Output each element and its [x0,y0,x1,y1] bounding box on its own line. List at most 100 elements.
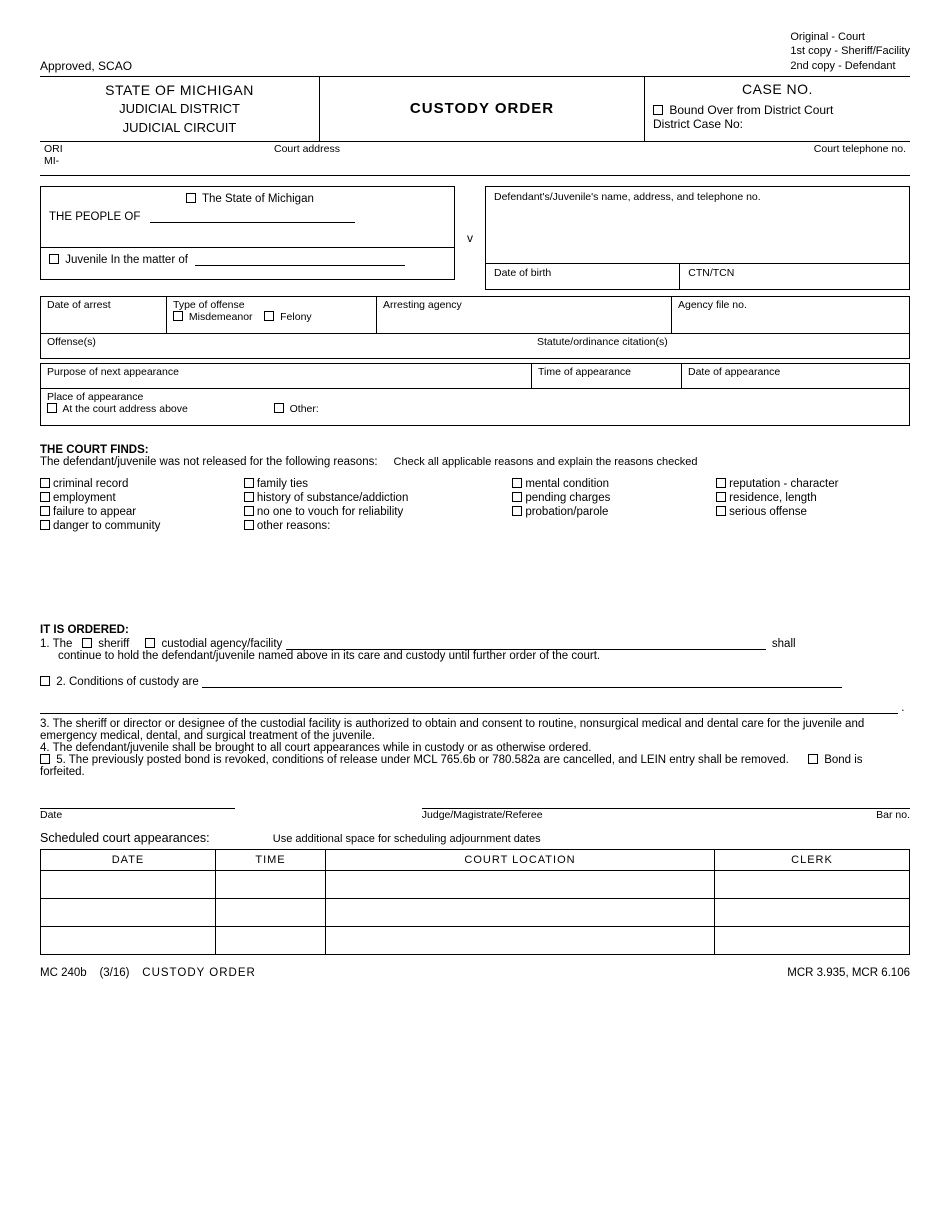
item2-blank2[interactable] [40,703,898,714]
reasons-grid: criminal record employment failure to ap… [40,478,910,534]
footer: MC 240b (3/16) CUSTODY ORDER MCR 3.935, … [40,967,910,979]
date-arrest-label[interactable]: Date of arrest [41,297,166,333]
schedule-section: Scheduled court appearances: Use additio… [40,831,910,955]
history-checkbox[interactable] [244,492,254,502]
district-case-no-label: District Case No: [653,117,902,131]
danger-checkbox[interactable] [40,520,50,530]
arresting-agency-label[interactable]: Arresting agency [376,297,671,333]
criminal-record-label: criminal record [53,478,128,490]
form-number: MC 240b [40,967,87,979]
item2-blank1[interactable] [202,677,842,688]
reputation-checkbox[interactable] [716,478,726,488]
appearance-table: DATE TIME COURT LOCATION CLERK [40,849,910,955]
agency-file-no-label[interactable]: Agency file no. [671,297,909,333]
pending-label: pending charges [525,492,610,504]
reputation-label: reputation - character [729,478,838,490]
state-of-michigan-checkbox[interactable] [186,193,196,203]
people-of-blank[interactable] [150,211,355,223]
sheriff-label: sheriff [98,638,129,650]
state-of-michigan-label: The State of Michigan [202,193,314,205]
col-time: TIME [216,849,326,870]
serious-checkbox[interactable] [716,506,726,516]
history-label: history of substance/addiction [257,492,409,504]
date-appearance-label[interactable]: Date of appearance [681,364,909,388]
bound-over-label: Bound Over from District Court [669,103,833,117]
bound-over-row: Bound Over from District Court [653,103,902,117]
col-date: DATE [41,849,216,870]
form-title: CUSTODY ORDER [320,77,645,141]
place-appearance-label: Place of appearance [47,391,143,403]
address-row: ORI MI- Court address Court telephone no… [40,142,910,176]
mi-label: MI- [44,155,266,167]
at-court-checkbox[interactable] [47,403,57,413]
failure-to-appear-checkbox[interactable] [40,506,50,516]
felony-label: Felony [280,311,312,323]
juvenile-checkbox[interactable] [49,254,59,264]
item1-cont: continue to hold the defendant/juvenile … [40,650,910,662]
probation-checkbox[interactable] [512,506,522,516]
pending-checkbox[interactable] [512,492,522,502]
item1-the: 1. The [40,638,72,650]
danger-label: danger to community [53,520,160,532]
copy-second: 2nd copy - Defendant [790,59,910,73]
findings-title: THE COURT FINDS: [40,444,149,456]
mental-checkbox[interactable] [512,478,522,488]
versus-label: v [455,186,485,290]
employment-checkbox[interactable] [40,492,50,502]
copy-original: Original - Court [790,30,910,44]
copy-distribution: Original - Court 1st copy - Sheriff/Faci… [790,30,910,73]
sheriff-checkbox[interactable] [82,638,92,648]
place-other-checkbox[interactable] [274,403,284,413]
court-address-label: Court address [270,143,710,167]
family-ties-checkbox[interactable] [244,478,254,488]
custodial-blank[interactable] [286,639,766,650]
at-court-label: At the court address above [62,403,188,415]
copy-first: 1st copy - Sheriff/Facility [790,44,910,58]
parties-block: The State of Michigan THE PEOPLE OF Juve… [40,186,910,290]
ori-label: ORI [44,143,266,155]
custodial-label: custodial agency/facility [162,638,283,650]
item2-label: 2. Conditions of custody are [56,676,199,688]
defendant-box[interactable]: Defendant's/Juvenile's name, address, an… [485,186,910,264]
sig-bar-label: Bar no. [876,809,910,821]
item5-text: 5. The previously posted bond is revoked… [56,754,789,766]
item2-checkbox[interactable] [40,676,50,686]
sig-judge-label: Judge/Magistrate/Referee [422,809,543,821]
felony-checkbox[interactable] [264,311,274,321]
time-appearance-label[interactable]: Time of appearance [531,364,681,388]
ctn-label[interactable]: CTN/TCN [680,264,909,289]
table-row[interactable] [41,898,910,926]
ordered-section: IT IS ORDERED: 1. The sheriff custodial … [40,624,910,778]
purpose-label[interactable]: Purpose of next appearance [41,364,531,388]
residence-checkbox[interactable] [716,492,726,502]
no-one-label: no one to vouch for reliability [257,506,403,518]
no-one-checkbox[interactable] [244,506,254,516]
table-row[interactable] [41,926,910,954]
serious-label: serious offense [729,506,807,518]
people-of-box: The State of Michigan THE PEOPLE OF [40,186,455,248]
offenses-label[interactable]: Offense(s) [41,334,531,358]
statute-label[interactable]: Statute/ordinance citation(s) [531,334,909,358]
col-location: COURT LOCATION [326,849,715,870]
approved-text: Approved, SCAO [40,59,132,73]
custodial-checkbox[interactable] [145,638,155,648]
misdemeanor-checkbox[interactable] [173,311,183,321]
form-rev: (3/16) [99,967,129,979]
item5-checkbox[interactable] [40,754,50,764]
judicial-circuit-label: JUDICIAL CIRCUIT [48,119,311,137]
table-row[interactable] [41,870,910,898]
place-other-label: Other: [290,403,319,415]
other-reasons-checkbox[interactable] [244,520,254,530]
case-no-label: CASE NO. [653,81,902,97]
signature-row: Date Judge/Magistrate/Referee Bar no. [40,808,910,821]
dob-label[interactable]: Date of birth [486,264,680,289]
findings-section: THE COURT FINDS: The defendant/juvenile … [40,444,910,534]
form-header: STATE OF MICHIGAN JUDICIAL DISTRICT JUDI… [40,76,910,142]
item4-text: 4. The defendant/juvenile shall be broug… [40,742,910,754]
juvenile-blank[interactable] [195,254,405,266]
criminal-record-checkbox[interactable] [40,478,50,488]
juvenile-box: Juvenile In the matter of [40,248,455,280]
bond-forfeited-checkbox[interactable] [808,754,818,764]
bound-over-checkbox[interactable] [653,105,663,115]
state-label: STATE OF MICHIGAN [48,81,311,101]
